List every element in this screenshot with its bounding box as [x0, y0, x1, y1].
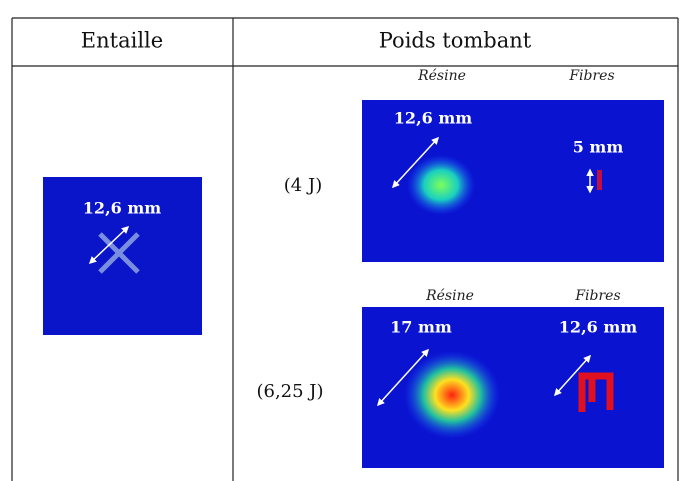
- fibres-label: Fibres: [568, 68, 614, 84]
- measure-arrow: [553, 354, 592, 397]
- measure: 12,6 mm: [559, 318, 637, 337]
- measure-arrow: [88, 225, 130, 265]
- fibres-label: Fibres: [574, 288, 620, 304]
- resine-label: Résine: [417, 68, 466, 84]
- energy: (4 J): [284, 175, 322, 196]
- fibre-damage: [597, 170, 602, 190]
- measure-arrow: [391, 136, 440, 189]
- damage-zone: [404, 351, 500, 439]
- measure: 12,6 mm: [83, 199, 161, 218]
- measure-arrow: [376, 348, 430, 407]
- measure: 12,6 mm: [394, 109, 472, 128]
- header-right: Poids tombant: [379, 29, 532, 53]
- measure: 5 mm: [573, 138, 624, 157]
- table-lines: [11, 17, 679, 481]
- resine-label: Résine: [425, 288, 474, 304]
- measure: 17 mm: [390, 318, 452, 337]
- damage-zone: [407, 155, 475, 215]
- header-left: Entaille: [81, 29, 163, 53]
- energy: (6,25 J): [256, 381, 323, 402]
